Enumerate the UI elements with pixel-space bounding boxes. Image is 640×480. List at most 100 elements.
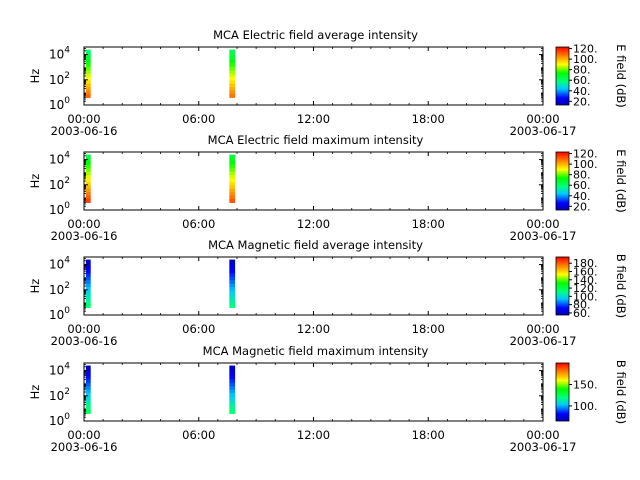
- y-tick-label: 100: [49, 96, 70, 112]
- heatmap-cell: [85, 195, 91, 200]
- heatmap-cell: [229, 396, 236, 401]
- heatmap-cell: [85, 178, 91, 183]
- heatmap-cell: [229, 52, 236, 57]
- colorbar-tick-label: 100.: [573, 290, 598, 303]
- colorbar-tick-label: 100.: [573, 400, 598, 413]
- x-tick-label: 00:00: [67, 428, 100, 442]
- colorbar-tick-label: 40.: [573, 85, 591, 98]
- colorbar-tick-label: 150.: [573, 378, 598, 391]
- colorbar-tick-label: 80.: [573, 169, 591, 182]
- heatmap-cell: [229, 171, 236, 176]
- heatmap-cell: [85, 396, 91, 401]
- x-tick-label: 12:00: [297, 428, 330, 442]
- heatmap-cell: [229, 290, 236, 295]
- heatmap-cell: [229, 283, 236, 288]
- heatmap-cell: [85, 93, 91, 98]
- heatmap-cell: [229, 161, 236, 166]
- heatmap-cell: [85, 399, 91, 404]
- heatmap-cell: [85, 259, 91, 264]
- x-tick-label: 00:00: [526, 322, 559, 336]
- x-date-label: 2003-06-17: [510, 440, 577, 454]
- heatmap-cell: [229, 262, 236, 267]
- heatmap-cell: [85, 368, 91, 373]
- heatmap-cell: [229, 403, 236, 408]
- heatmap-cell: [85, 293, 91, 298]
- heatmap-cell: [229, 386, 236, 390]
- heatmap-cell: [85, 63, 91, 68]
- colorbar: [555, 256, 570, 316]
- colorbar-tick-label: 140.: [573, 274, 598, 287]
- y-tick-label: 100: [49, 201, 70, 217]
- heatmap-cell: [229, 80, 236, 85]
- x-tick-label: 00:00: [67, 112, 100, 126]
- heatmap-cell: [229, 372, 236, 377]
- heatmap-cell: [229, 83, 236, 88]
- heatmap-cell: [229, 168, 236, 173]
- heatmap-cell: [229, 195, 236, 200]
- heatmap-cell: [85, 76, 91, 81]
- heatmap-cell: [229, 70, 236, 74]
- heatmap-cell: [229, 273, 236, 278]
- heatmap-cell: [85, 56, 91, 61]
- colorbar-tick-label: 120.: [573, 282, 598, 295]
- y-axis-label: Hz: [28, 69, 42, 84]
- panel-title: MCA Electric field average intensity: [213, 28, 418, 42]
- heatmap-cell: [85, 303, 91, 308]
- heatmap-cell: [85, 87, 91, 92]
- colorbar-tick-label: 180.: [573, 257, 598, 270]
- y-tick-label: 104: [49, 151, 70, 167]
- heatmap-cell: [85, 280, 91, 284]
- spectrogram-panel: MCA Magnetic field maximum intensity 100 1…: [28, 344, 628, 454]
- heatmap-cell: [229, 276, 236, 281]
- x-tick-label: 00:00: [67, 217, 100, 231]
- heatmap-cell: [85, 297, 91, 302]
- x-tick-label: 00:00: [67, 322, 100, 336]
- heatmap-cell: [229, 90, 236, 95]
- x-tick-label: 00:00: [526, 112, 559, 126]
- heatmap-cell: [229, 392, 236, 397]
- heatmap-cell: [85, 70, 91, 74]
- heatmap-cell: [229, 49, 236, 54]
- heatmap-cell: [229, 87, 236, 92]
- x-tick-label: 12:00: [297, 112, 330, 126]
- heatmap-cell: [229, 93, 236, 98]
- heatmap-cell: [229, 76, 236, 81]
- heatmap-cell: [85, 175, 91, 179]
- colorbar-label: B field (dB): [614, 254, 628, 318]
- heatmap-cell: [85, 273, 91, 278]
- x-tick-label: 06:00: [182, 322, 215, 336]
- colorbar-tick-label: 80.: [573, 299, 591, 312]
- heatmap-cell: [85, 73, 91, 78]
- colorbar: [555, 362, 570, 422]
- heatmap-cell: [85, 379, 91, 384]
- heatmap-cell: [85, 90, 91, 95]
- x-tick-label: 18:00: [412, 428, 445, 442]
- x-tick-label: 12:00: [297, 217, 330, 231]
- heatmap-cell: [85, 83, 91, 88]
- heatmap-cell: [85, 154, 91, 159]
- colorbar-label: E field (dB): [614, 149, 628, 213]
- colorbar-label: E field (dB): [614, 44, 628, 108]
- heatmap-cell: [85, 66, 91, 71]
- heatmap-cell: [85, 406, 91, 411]
- heatmap-cell: [229, 66, 236, 71]
- heatmap-cell: [85, 266, 91, 271]
- colorbar-tick-label: 20.: [573, 200, 591, 213]
- heatmap-cell: [85, 392, 91, 397]
- colorbar-tick-label: 20.: [573, 95, 591, 108]
- heatmap-cell: [229, 175, 236, 179]
- plot-area: [83, 46, 544, 106]
- heatmap-cell: [85, 286, 91, 291]
- heatmap-cell: [229, 164, 236, 169]
- colorbar-tick-label: 120.: [573, 148, 598, 161]
- heatmap-cell: [85, 49, 91, 54]
- colorbar-tick-label: 40.: [573, 190, 591, 203]
- heatmap-cell: [229, 409, 236, 414]
- y-tick-label: 104: [49, 256, 70, 272]
- heatmap-cell: [229, 259, 236, 264]
- heatmap-cell: [85, 290, 91, 295]
- heatmap-cell: [85, 276, 91, 281]
- heatmap-cell: [229, 181, 236, 186]
- heatmap-cell: [85, 300, 91, 305]
- heatmap-cell: [85, 389, 91, 394]
